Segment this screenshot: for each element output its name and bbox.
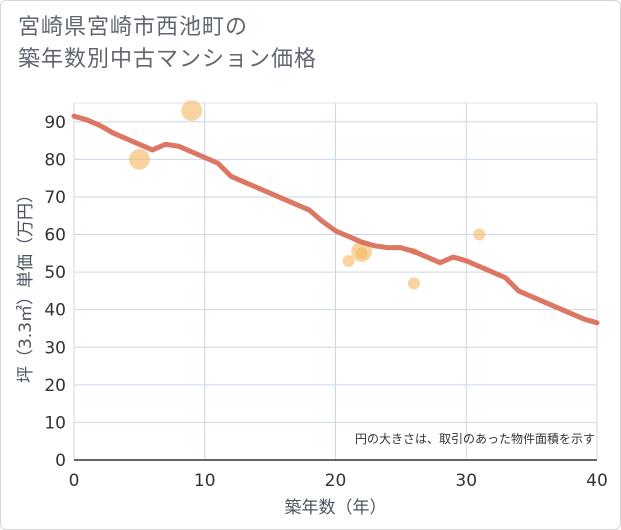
y-tick-label-9: 90	[44, 113, 66, 133]
x-tick-label-1: 10	[194, 471, 216, 491]
trend-line	[71, 113, 600, 326]
chart-title: 宮崎県宮崎市西池町の 築年数別中古マンション価格	[18, 12, 317, 76]
y-tick-label-0: 0	[55, 451, 66, 471]
scatter-point-5	[407, 277, 420, 290]
y-tick-label-5: 50	[44, 263, 66, 283]
y-tick-label-3: 30	[44, 338, 66, 358]
y-axis-label: 坪（3.3㎡）単価（万円）	[16, 186, 36, 383]
y-tick-label-7: 70	[44, 188, 66, 208]
chart-title-line-1: 宮崎県宮崎市西池町の	[18, 15, 249, 40]
x-tick-label-3: 30	[455, 471, 477, 491]
scatter-point-1	[181, 100, 203, 121]
x-axis-label: 築年数（年）	[285, 498, 387, 518]
y-axis-ticks: 0 10 20 30 40 50 60 70 80 90	[44, 113, 66, 471]
y-tick-label-6: 60	[44, 226, 66, 246]
y-tick-label-4: 40	[44, 301, 66, 321]
scatter-point-0	[128, 148, 150, 170]
x-tick-label-0: 0	[69, 471, 80, 491]
size-note: 円の大きさは、取引のあった物件面積を示す	[355, 431, 595, 446]
trend-series	[71, 113, 600, 326]
x-tick-label-4: 40	[586, 471, 608, 491]
x-tick-label-2: 20	[325, 471, 347, 491]
scatter-point-7	[473, 228, 486, 241]
scatter-point-4	[355, 247, 368, 260]
y-tick-label-1: 10	[44, 413, 66, 433]
y-tick-label-2: 20	[44, 376, 66, 396]
y-tick-label-8: 80	[44, 150, 66, 170]
scatter-point-2	[342, 254, 355, 267]
grid	[73, 102, 598, 461]
x-axis-ticks: 0 10 20 30 40	[69, 471, 608, 491]
chart-title-line-2: 築年数別中古マンション価格	[18, 47, 318, 72]
